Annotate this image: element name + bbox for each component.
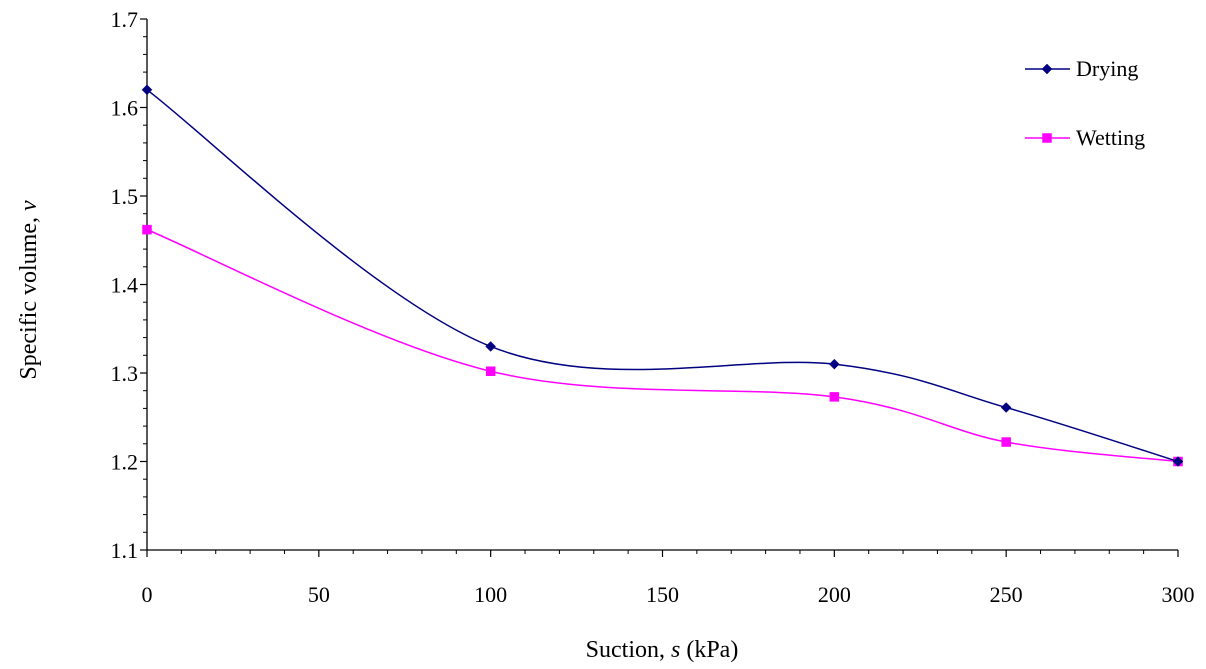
series-line-wetting: [146, 228, 1179, 463]
series-drying: [141, 84, 1184, 467]
y-tick-label: 1.5: [111, 184, 139, 209]
y-axis-title-symbol: v: [16, 200, 42, 211]
legend-label: Wetting: [1076, 125, 1145, 150]
x-axis-title-prefix: Suction,: [586, 637, 671, 663]
series-layer: [141, 84, 1184, 467]
data-point-drying: [485, 341, 497, 352]
data-point-drying: [141, 84, 153, 96]
series-line-drying: [146, 89, 1179, 463]
data-point-wetting: [485, 366, 496, 376]
y-tick-label: 1.6: [111, 96, 139, 121]
legend-item-drying: Drying: [1025, 56, 1138, 81]
series-wetting: [142, 224, 1183, 467]
legend-marker: [1041, 63, 1053, 75]
y-axis-title-prefix: Specific volume,: [16, 211, 42, 380]
y-tick-label: 1.3: [111, 361, 139, 386]
y-axis-title: Specific volume, v: [16, 200, 42, 380]
data-point-drying: [1000, 402, 1012, 413]
x-tick-label: 250: [990, 582, 1023, 607]
x-tick-label: 50: [308, 582, 330, 607]
x-tick-label: 100: [474, 582, 507, 607]
data-point-drying: [828, 358, 840, 370]
x-tick-label: 0: [142, 582, 153, 607]
legend: Drying Wetting: [1025, 56, 1145, 150]
y-tick-label: 1.4: [111, 273, 139, 298]
data-point-wetting: [829, 392, 840, 402]
legend-marker: [1042, 133, 1052, 143]
y-tick-label: 1.7: [111, 7, 139, 32]
y-tick-label: 1.1: [111, 538, 139, 563]
x-tick-label: 150: [646, 582, 679, 607]
data-point-wetting: [142, 224, 152, 235]
data-point-wetting: [1001, 437, 1011, 447]
x-axis-title-suffix: (kPa): [680, 637, 738, 663]
axes: 1.1 1.2 1.3 1.4 1.5 1.6 1.7 0 50 100 150 200 250 300: [111, 7, 1195, 607]
legend-label: Drying: [1076, 56, 1138, 81]
x-tick-label: 200: [818, 582, 851, 607]
x-tick-label: 300: [1162, 582, 1195, 607]
x-axis-title: Suction, s (kPa): [586, 637, 739, 663]
data-point-drying: [1172, 456, 1184, 467]
x-axis-title-symbol: s: [671, 637, 680, 663]
legend-item-wetting: Wetting: [1025, 125, 1145, 150]
y-tick-label: 1.2: [111, 450, 139, 475]
